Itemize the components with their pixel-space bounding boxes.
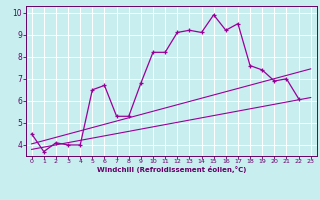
X-axis label: Windchill (Refroidissement éolien,°C): Windchill (Refroidissement éolien,°C) bbox=[97, 166, 246, 173]
